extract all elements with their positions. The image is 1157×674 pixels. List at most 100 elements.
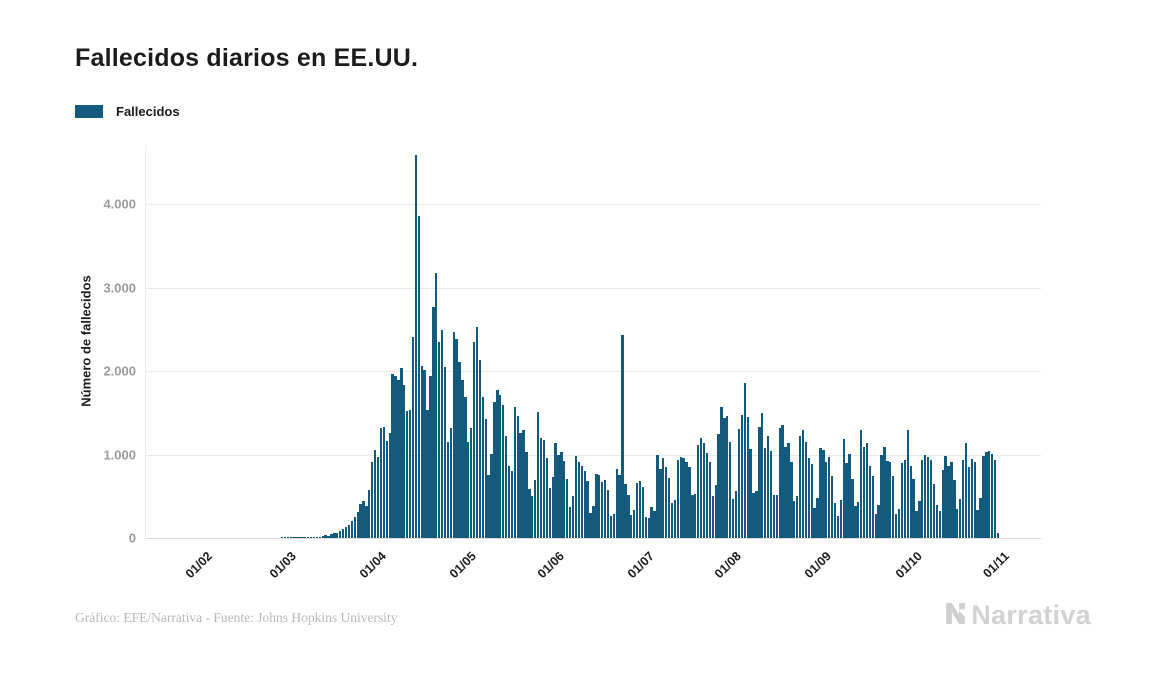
bar[interactable]	[449, 428, 452, 538]
bar[interactable]	[336, 532, 339, 538]
bar[interactable]	[871, 476, 874, 538]
bar[interactable]	[510, 470, 514, 538]
bar[interactable]	[560, 451, 563, 538]
bar[interactable]	[772, 495, 776, 538]
bar[interactable]	[563, 461, 566, 538]
bar[interactable]	[356, 511, 359, 538]
bar[interactable]	[403, 385, 406, 538]
bar[interactable]	[702, 442, 706, 538]
bar[interactable]	[883, 447, 886, 538]
bar[interactable]	[929, 460, 933, 538]
bar[interactable]	[595, 473, 598, 538]
bar[interactable]	[443, 366, 447, 538]
bar[interactable]	[964, 443, 968, 538]
bar[interactable]	[309, 537, 313, 538]
bar[interactable]	[312, 537, 316, 538]
bar[interactable]	[525, 451, 528, 538]
bar[interactable]	[461, 379, 464, 538]
bar[interactable]	[446, 441, 450, 538]
bar[interactable]	[688, 466, 691, 538]
bar[interactable]	[621, 334, 624, 538]
bar[interactable]	[711, 496, 714, 538]
bar[interactable]	[813, 507, 816, 538]
bar[interactable]	[717, 434, 720, 538]
bar[interactable]	[627, 495, 630, 538]
bar[interactable]	[726, 416, 729, 538]
bar[interactable]	[417, 215, 420, 538]
bar[interactable]	[912, 479, 915, 538]
bar[interactable]	[723, 417, 726, 538]
bar[interactable]	[988, 451, 991, 538]
bar[interactable]	[915, 510, 918, 538]
bar[interactable]	[862, 447, 866, 538]
bar[interactable]	[731, 498, 735, 538]
bar[interactable]	[825, 461, 828, 538]
bar[interactable]	[889, 462, 892, 538]
bar[interactable]	[609, 515, 613, 538]
bar[interactable]	[615, 469, 618, 538]
bar[interactable]	[586, 481, 589, 538]
bar[interactable]	[892, 476, 895, 538]
bar[interactable]	[426, 409, 429, 538]
bar[interactable]	[842, 438, 845, 538]
bar[interactable]	[283, 537, 287, 538]
bar[interactable]	[388, 433, 391, 538]
bar[interactable]	[953, 479, 956, 538]
bar[interactable]	[679, 457, 682, 538]
bar[interactable]	[697, 444, 700, 538]
bar[interactable]	[478, 360, 482, 538]
bar[interactable]	[289, 537, 292, 538]
legend-item-fallecidos[interactable]: Fallecidos	[75, 104, 180, 119]
bar[interactable]	[868, 465, 872, 538]
bar[interactable]	[539, 438, 543, 538]
bar[interactable]	[979, 498, 982, 538]
bar[interactable]	[685, 462, 688, 538]
bar[interactable]	[659, 468, 662, 538]
bar[interactable]	[490, 453, 493, 538]
bar[interactable]	[371, 461, 374, 538]
bar[interactable]	[464, 396, 467, 538]
bar[interactable]	[405, 410, 409, 538]
bar[interactable]	[801, 430, 805, 538]
bar[interactable]	[822, 449, 825, 538]
bar[interactable]	[359, 504, 362, 538]
bar[interactable]	[420, 366, 423, 538]
bar[interactable]	[513, 407, 516, 538]
bar[interactable]	[307, 537, 310, 538]
bar[interactable]	[472, 342, 476, 538]
bar[interactable]	[376, 457, 380, 538]
bar[interactable]	[618, 475, 621, 538]
bar[interactable]	[452, 332, 455, 538]
bar[interactable]	[673, 499, 677, 538]
bar[interactable]	[705, 453, 709, 538]
bar[interactable]	[828, 457, 831, 538]
bar[interactable]	[574, 455, 578, 538]
bar[interactable]	[667, 478, 671, 538]
bar[interactable]	[947, 466, 950, 538]
bar[interactable]	[292, 537, 295, 538]
bar[interactable]	[432, 306, 435, 538]
bar[interactable]	[280, 537, 284, 538]
bar[interactable]	[519, 432, 522, 538]
bar[interactable]	[860, 430, 863, 538]
bar[interactable]	[851, 479, 854, 538]
bar[interactable]	[638, 481, 642, 538]
bar[interactable]	[580, 465, 583, 538]
bar[interactable]	[368, 490, 371, 538]
bar[interactable]	[612, 513, 615, 538]
bar[interactable]	[857, 501, 860, 538]
bar[interactable]	[339, 531, 342, 538]
bar[interactable]	[458, 362, 461, 538]
bar[interactable]	[714, 485, 717, 538]
bar[interactable]	[455, 338, 458, 538]
bar[interactable]	[682, 457, 685, 538]
bar[interactable]	[787, 442, 790, 538]
bar[interactable]	[327, 535, 330, 538]
bar[interactable]	[996, 533, 1000, 538]
bar[interactable]	[967, 466, 971, 538]
bar[interactable]	[766, 436, 770, 538]
bar[interactable]	[956, 509, 959, 538]
bar[interactable]	[676, 460, 679, 538]
bar[interactable]	[315, 536, 319, 538]
bar[interactable]	[408, 409, 412, 538]
